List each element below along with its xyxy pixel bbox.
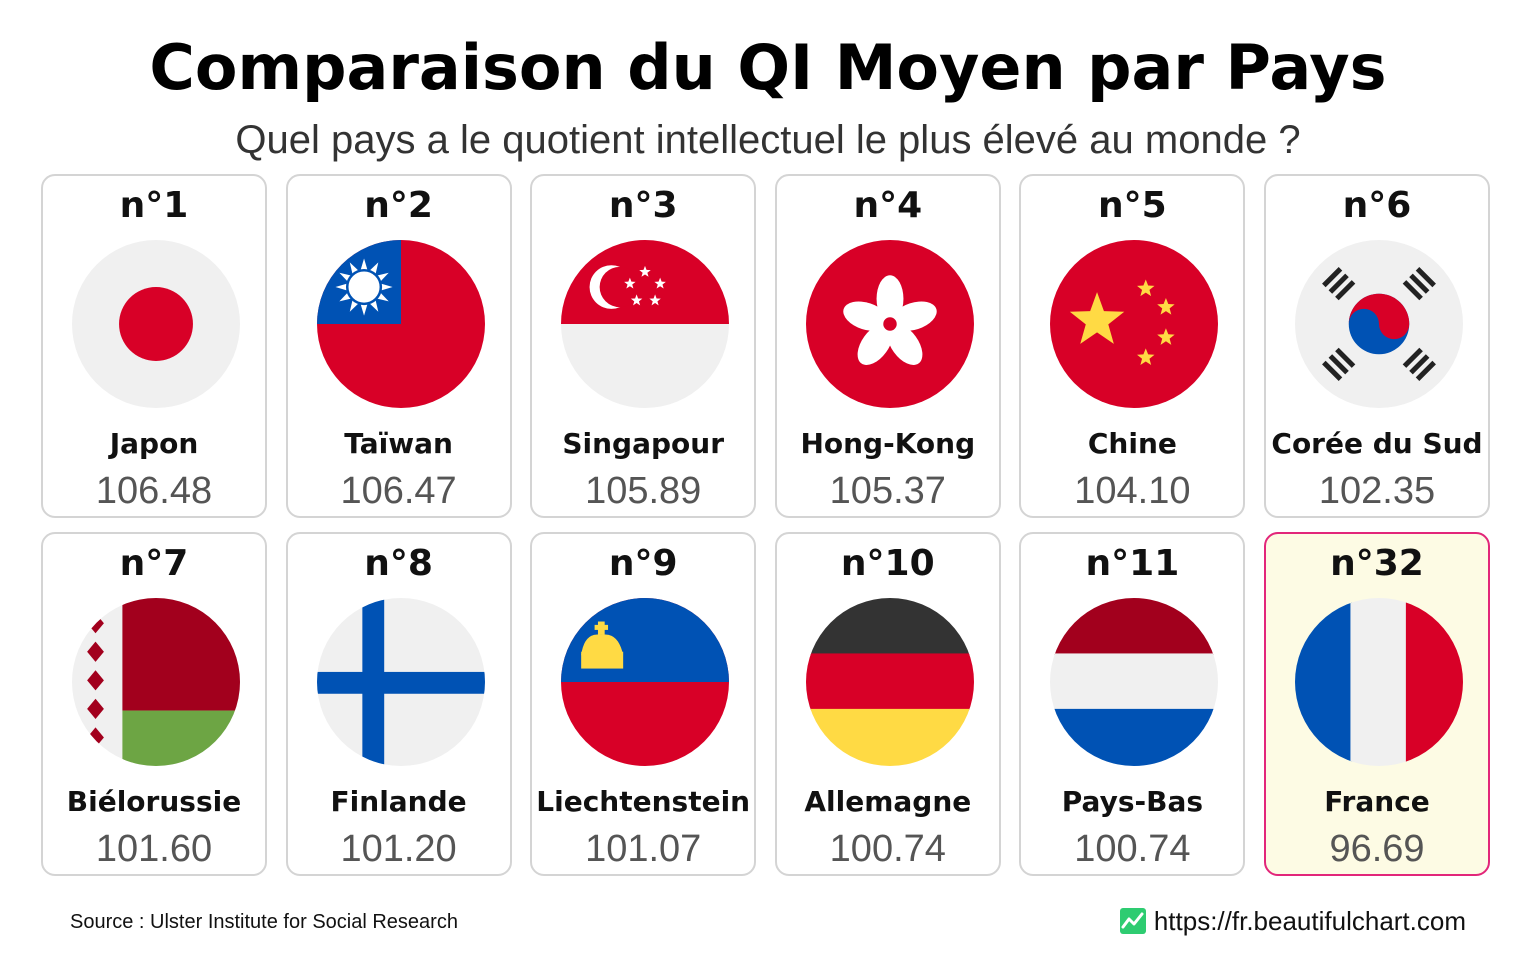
rank-label: n°5 xyxy=(1098,185,1167,226)
website-link[interactable]: https://fr.beautifulchart.com xyxy=(1119,904,1466,938)
country-card: n°8 Finlande 101.20 xyxy=(285,532,512,876)
country-card: n°1 Japon 106.48 xyxy=(41,174,267,518)
country-name: France xyxy=(1324,785,1430,818)
source-note: Source : Ulster Institute for Social Res… xyxy=(70,911,458,933)
country-name: Japon xyxy=(109,427,199,460)
country-card: n°6 Corée du Sud 102.35 xyxy=(1264,174,1490,518)
iq-value: 102.35 xyxy=(1318,470,1436,512)
belarus-flag-icon xyxy=(72,598,240,766)
iq-value: 101.20 xyxy=(340,828,457,870)
germany-flag-icon xyxy=(805,598,974,766)
country-card: n°2 Taïwan 106.47 xyxy=(285,174,512,518)
rank-label: n°10 xyxy=(840,543,935,584)
country-name: Pays-Bas xyxy=(1061,785,1204,818)
country-name: Chine xyxy=(1087,427,1177,460)
iq-value: 105.37 xyxy=(829,470,946,512)
rank-label: n°9 xyxy=(608,543,678,584)
country-card: n°11 Pays-Bas 100.74 xyxy=(1019,532,1246,876)
iq-value: 106.48 xyxy=(95,470,213,512)
liechtenstein-flag-icon xyxy=(561,598,730,766)
chart-logo-icon xyxy=(1119,908,1146,934)
france-flag-icon xyxy=(1295,598,1463,766)
netherlands-flag-icon xyxy=(1050,598,1219,766)
rank-label: n°4 xyxy=(853,185,923,226)
rank-label: n°3 xyxy=(608,185,678,226)
south-korea-flag-icon xyxy=(1295,240,1463,408)
iq-value: 106.47 xyxy=(340,470,457,512)
iq-value: 96.69 xyxy=(1329,828,1425,870)
country-card: n°32 France 96.69 xyxy=(1264,532,1490,876)
rank-label: n°2 xyxy=(364,185,433,226)
rank-label: n°6 xyxy=(1342,185,1412,226)
rank-label: n°7 xyxy=(119,543,189,584)
china-flag-icon xyxy=(1050,240,1219,408)
rank-label: n°1 xyxy=(119,185,189,226)
japan-flag-icon xyxy=(72,240,240,408)
rank-label: n°32 xyxy=(1330,543,1424,584)
website-url: https://fr.beautifulchart.com xyxy=(1153,906,1466,936)
hong-kong-flag-icon xyxy=(805,240,974,408)
chart-subtitle: Quel pays a le quotient intellectuel le … xyxy=(235,118,1301,162)
country-name: Allemagne xyxy=(804,785,972,818)
singapore-flag-icon xyxy=(561,240,730,408)
iq-value: 105.89 xyxy=(585,470,702,512)
iq-value: 101.60 xyxy=(95,828,213,870)
country-name: Corée du Sud xyxy=(1271,427,1483,460)
country-card: n°3 Singapour 105.89 xyxy=(530,174,757,518)
country-name: Finlande xyxy=(330,785,467,818)
rank-label: n°8 xyxy=(364,543,433,584)
chart-title: Comparaison du QI Moyen par Pays xyxy=(149,31,1387,104)
country-card: n°10 Allemagne 100.74 xyxy=(774,532,1001,876)
finland-flag-icon xyxy=(316,598,485,766)
iq-value: 104.10 xyxy=(1074,470,1191,512)
iq-value: 100.74 xyxy=(829,828,946,870)
country-card: n°9 Liechtenstein 101.07 xyxy=(530,532,757,876)
country-name: Taïwan xyxy=(344,427,453,460)
country-name: Singapour xyxy=(562,427,725,460)
country-name: Hong-Kong xyxy=(800,427,976,460)
country-name: Biélorussie xyxy=(66,785,242,818)
rank-label: n°11 xyxy=(1085,543,1180,584)
iq-value: 100.74 xyxy=(1074,828,1191,870)
country-card: n°7 Biélorussie 101.60 xyxy=(41,532,267,876)
iq-value: 101.07 xyxy=(585,828,702,870)
country-name: Liechtenstein xyxy=(536,785,751,818)
country-card: n°4 Hong-Kong 105.37 xyxy=(774,174,1001,518)
taiwan-flag-icon xyxy=(316,240,485,408)
country-card: n°5 Chine 104.10 xyxy=(1019,174,1246,518)
